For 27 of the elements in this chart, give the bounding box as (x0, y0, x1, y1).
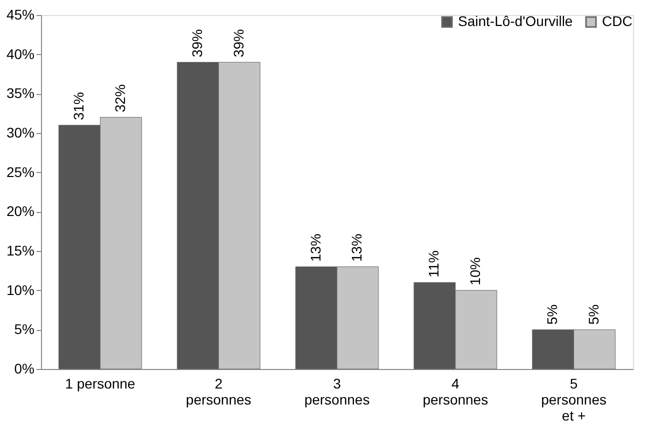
data-label: 39% (230, 29, 246, 58)
y-tick-label: 25% (6, 164, 34, 180)
y-tick-label: 10% (6, 282, 34, 298)
x-tick-label: 2 personnes (186, 376, 252, 408)
y-tick-label: 40% (6, 46, 34, 62)
y-tick-label: 45% (6, 6, 34, 22)
data-label: 5% (586, 304, 602, 325)
data-label: 10% (467, 257, 484, 286)
y-tick-label: 5% (14, 321, 34, 338)
data-label: 39% (188, 29, 205, 58)
legend-label: CDC (602, 13, 632, 29)
data-label: 31% (70, 92, 86, 120)
x-tick-label: 5 personnes et + (541, 376, 606, 424)
data-label: 5% (544, 304, 560, 325)
y-tick-label: 15% (6, 242, 34, 258)
y-tick-label: 0% (14, 360, 34, 376)
legend-label: Saint-Lô-d'Ourville (458, 13, 573, 29)
x-tick-label: 1 personne (65, 376, 136, 392)
x-tick-label: 4 personnes (422, 376, 488, 408)
data-label: 11% (426, 250, 442, 278)
x-tick-label: 3 personnes (304, 376, 370, 408)
data-label: 13% (348, 234, 365, 262)
data-label: 32% (112, 84, 128, 112)
y-tick-label: 20% (6, 203, 34, 220)
data-label: 13% (307, 234, 324, 262)
y-tick-label: 35% (6, 85, 34, 102)
y-tick-label: 30% (6, 124, 34, 140)
